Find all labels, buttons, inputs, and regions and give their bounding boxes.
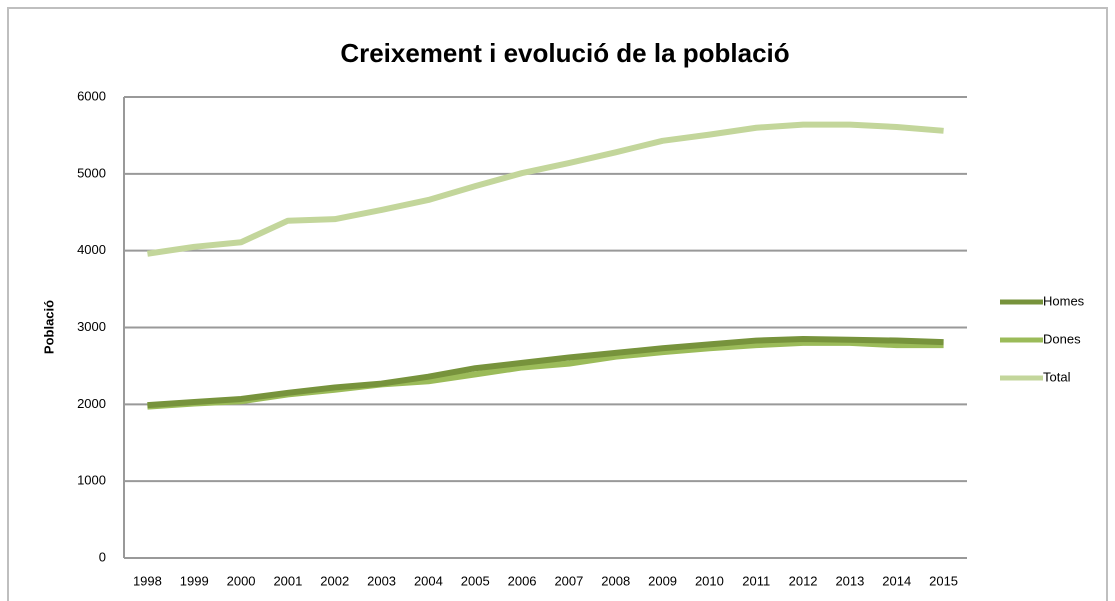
y-tick-label: 0 bbox=[99, 549, 106, 564]
legend-label: Total bbox=[1043, 369, 1071, 384]
x-tick-label: 2004 bbox=[414, 573, 443, 588]
x-tick-label: 2002 bbox=[320, 573, 349, 588]
series-line bbox=[146, 121, 944, 257]
y-tick-label: 5000 bbox=[77, 165, 106, 180]
x-tick-label: 2013 bbox=[835, 573, 864, 588]
x-tick-label: 2014 bbox=[882, 573, 911, 588]
x-tick-label: 2015 bbox=[929, 573, 958, 588]
x-tick-label: 2010 bbox=[695, 573, 724, 588]
y-axis-label: Població bbox=[41, 300, 56, 354]
series-line bbox=[147, 336, 944, 409]
chart-frame bbox=[7, 7, 1108, 601]
y-tick-label: 3000 bbox=[77, 319, 106, 334]
x-tick-label: 2011 bbox=[742, 573, 770, 588]
x-tick-label: 2000 bbox=[227, 573, 256, 588]
x-tick-label: 2001 bbox=[273, 573, 302, 588]
x-tick-label: 2012 bbox=[789, 573, 818, 588]
y-tick-label: 1000 bbox=[77, 473, 106, 488]
legend-label: Homes bbox=[1043, 293, 1085, 308]
x-tick-label: 2005 bbox=[461, 573, 490, 588]
y-tick-label: 6000 bbox=[77, 88, 106, 103]
y-tick-label: 2000 bbox=[77, 396, 106, 411]
legend-label: Dones bbox=[1043, 331, 1081, 346]
x-tick-label: 1998 bbox=[133, 573, 162, 588]
x-tick-label: 2009 bbox=[648, 573, 677, 588]
chart-title: Creixement i evolució de la població bbox=[340, 38, 789, 68]
y-tick-label: 4000 bbox=[77, 242, 106, 257]
x-tick-label: 1999 bbox=[180, 573, 209, 588]
x-tick-label: 2003 bbox=[367, 573, 396, 588]
x-tick-label: 2006 bbox=[508, 573, 537, 588]
x-tick-label: 2007 bbox=[554, 573, 583, 588]
x-tick-label: 2008 bbox=[601, 573, 630, 588]
